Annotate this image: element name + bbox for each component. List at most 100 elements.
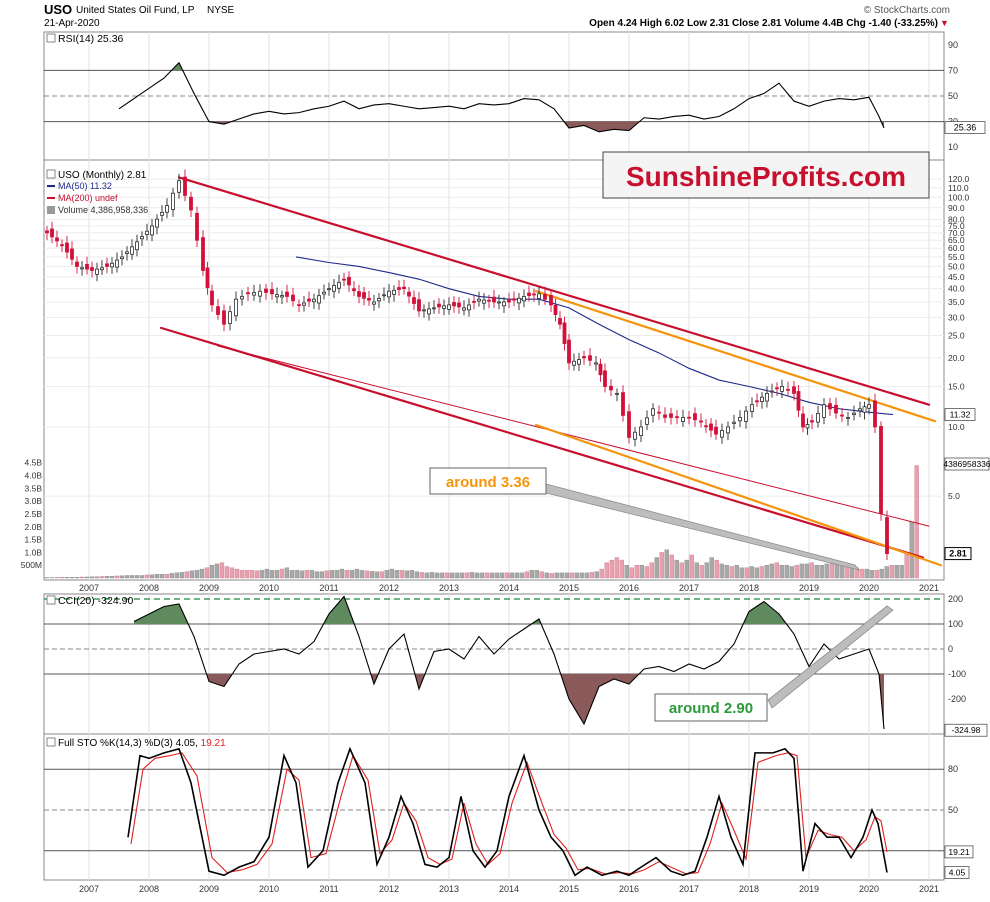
volume-bar — [559, 572, 564, 579]
volume-bar — [699, 565, 704, 579]
candle-body — [452, 302, 456, 307]
volume-bar — [669, 554, 674, 579]
volume-bar — [519, 572, 524, 579]
price-tick-label: 35.0 — [948, 297, 965, 307]
volume-bar — [579, 572, 584, 579]
rsi-panel-icon — [46, 33, 56, 43]
candle-body — [437, 303, 441, 308]
volume-bar — [379, 571, 385, 579]
volume-bar — [199, 568, 205, 579]
candle-body — [90, 267, 94, 271]
volume-bar — [299, 570, 305, 579]
volume-bar — [859, 568, 864, 579]
price-tick-label: 60.0 — [948, 243, 965, 253]
candle-body — [522, 296, 526, 302]
trendline-orange-resistance — [534, 290, 937, 423]
candle-body — [594, 362, 598, 365]
volume-bar — [289, 570, 295, 579]
sto-x-tick-label: 2012 — [379, 884, 399, 894]
sto-x-tick-label: 2011 — [319, 884, 338, 894]
candle-body — [615, 392, 619, 395]
candle-body — [810, 420, 814, 423]
candle-body — [750, 404, 754, 412]
sto-x-tick-label: 2010 — [259, 884, 279, 894]
candle-body — [675, 416, 679, 419]
volume-bar — [104, 576, 110, 579]
volume-bar — [469, 572, 474, 579]
cci-tick-label: 0 — [948, 644, 953, 654]
trendline-lower-channel — [159, 326, 925, 559]
candle-body — [502, 301, 506, 307]
volume-bar — [774, 562, 779, 579]
volume-bar — [204, 567, 210, 579]
price-tick-label: 75.0 — [948, 221, 965, 231]
volume-bar — [84, 576, 90, 579]
volume-bar — [844, 566, 849, 579]
volume-bar — [809, 562, 814, 579]
candle-body — [362, 292, 366, 299]
volume-bar — [49, 577, 55, 579]
candle-body — [177, 180, 181, 193]
price-x-tick-label: 2012 — [379, 583, 399, 593]
volume-bar — [429, 572, 434, 579]
last-close-value: 2.81 — [949, 549, 967, 559]
sto-x-tick-label: 2007 — [79, 884, 99, 894]
candle-body — [189, 196, 193, 211]
candle-body — [427, 308, 431, 315]
price-x-tick-label: 2007 — [79, 583, 99, 593]
cci-plot — [133, 595, 885, 730]
candle-body — [372, 301, 376, 305]
candle-body — [704, 425, 708, 428]
candle-body — [562, 322, 567, 344]
candle-body — [258, 290, 262, 297]
header-quote: Open 4.24 High 6.02 Low 2.31 Close 2.81 … — [589, 18, 938, 29]
price-tick-label: 15.0 — [948, 382, 965, 392]
volume-tick-label: 500M — [21, 560, 42, 570]
volume-bar — [589, 572, 594, 579]
candle-body — [382, 294, 386, 297]
candle-body — [760, 396, 764, 402]
volume-tick-label: 3.5B — [25, 483, 43, 493]
candle-body — [709, 423, 713, 431]
volume-bar — [54, 577, 60, 579]
header: USO United States Oil Fund, LP NYSE 21-A… — [44, 2, 950, 29]
candle-body — [786, 388, 790, 391]
sto-x-tick-label: 2013 — [439, 884, 459, 894]
volume-bar — [139, 575, 145, 579]
volume-bar — [349, 570, 355, 579]
lower-annotation-arrow — [767, 605, 894, 709]
volume-bar — [719, 563, 724, 579]
volume-bar — [44, 577, 50, 579]
candle-body — [422, 309, 426, 312]
candle-body — [822, 404, 826, 418]
volume-bar — [889, 565, 894, 579]
candle-body — [852, 412, 856, 416]
volume-bar — [884, 566, 889, 579]
rsi-title: RSI(14) 25.36 — [58, 33, 124, 45]
volume-bar — [804, 563, 809, 579]
volume-bar — [214, 563, 220, 579]
volume-bar — [609, 559, 614, 579]
candle-body — [377, 297, 381, 302]
candle-body — [873, 400, 877, 428]
candle-body — [738, 417, 742, 422]
sto-d-value-box — [944, 845, 974, 859]
volume-bar — [194, 570, 200, 579]
volume-bar — [794, 565, 799, 579]
candle-body — [317, 295, 321, 304]
volume-bar — [119, 575, 125, 579]
candle-body — [95, 268, 99, 275]
volume-bar — [864, 568, 869, 579]
candle-body — [337, 281, 341, 289]
volume-bar — [829, 562, 834, 579]
candle-body — [205, 267, 210, 289]
volume-bar — [224, 566, 230, 579]
candle-body — [780, 386, 784, 392]
price-x-tick-label: 2011 — [319, 583, 338, 593]
price-x-tick-label: 2014 — [499, 583, 519, 593]
volume-bar — [144, 574, 150, 579]
volume-bar — [529, 570, 534, 579]
header-date: 21-Apr-2020 — [44, 18, 100, 29]
candle-body — [467, 304, 471, 311]
candle-body — [487, 299, 491, 302]
